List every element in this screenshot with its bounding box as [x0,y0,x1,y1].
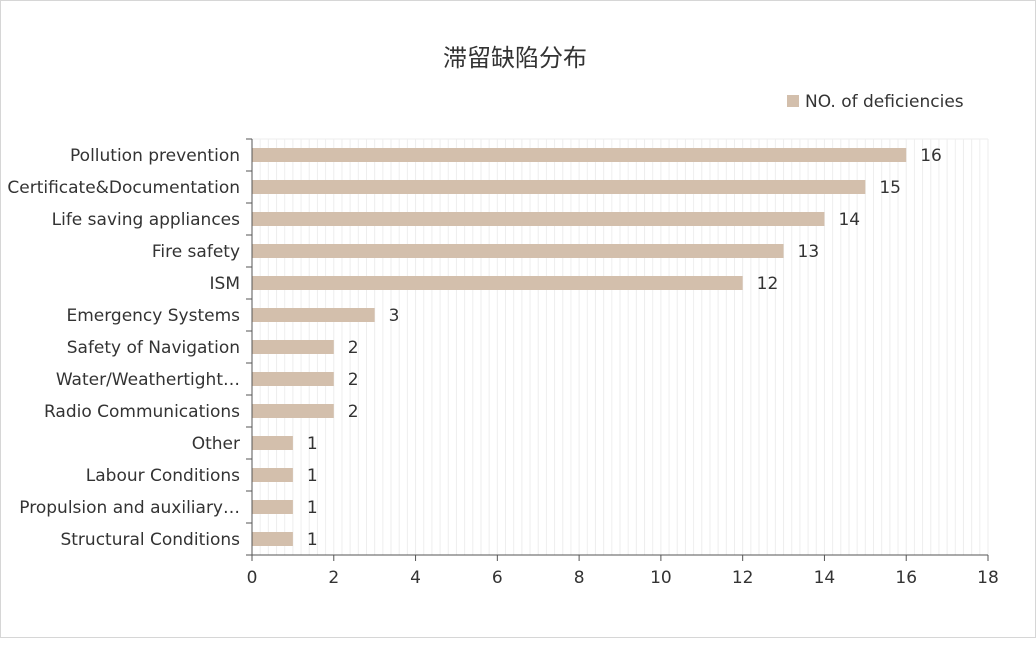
x-tick-label: 14 [814,568,836,588]
data-label: 1 [307,530,318,550]
category-label: Emergency Systems [66,306,240,326]
x-tick-label: 10 [650,568,672,588]
data-label: 16 [920,146,942,166]
category-label: Certificate&Documentation [7,178,240,198]
x-tick-label: 18 [977,568,999,588]
data-label: 1 [307,498,318,518]
legend-label: NO. of deficiencies [805,92,964,112]
data-label: 3 [389,306,400,326]
bar[interactable] [252,180,866,194]
category-label: Fire safety [152,242,240,262]
category-label: Labour Conditions [86,466,240,486]
category-label: Propulsion and auxiliary… [19,498,240,518]
legend-swatch [787,95,799,107]
category-label: Other [192,434,240,454]
bar[interactable] [252,436,293,450]
category-label: Safety of Navigation [67,338,240,358]
bar[interactable] [252,372,334,386]
bar[interactable] [252,340,334,354]
data-label: 15 [879,178,901,198]
data-label: 2 [348,338,359,358]
bar[interactable] [252,500,293,514]
x-tick-label: 12 [732,568,754,588]
bar[interactable] [252,404,334,418]
category-label: Structural Conditions [60,530,240,550]
bars: 16 15 14 13 12 3 2 2 2 1 1 1 1 [252,146,942,550]
data-label: 1 [307,434,318,454]
data-label: 2 [348,402,359,422]
x-tick-label: 8 [574,568,585,588]
bar[interactable] [252,532,293,546]
bar[interactable] [252,308,375,322]
data-label: 14 [838,210,860,230]
x-tick-label: 0 [247,568,258,588]
category-label: Water/Weathertight… [56,370,240,390]
bar[interactable] [252,468,293,482]
data-label: 1 [307,466,318,486]
x-tick-label: 2 [328,568,339,588]
data-label: 13 [798,242,820,262]
data-label: 2 [348,370,359,390]
legend[interactable]: NO. of deficiencies [787,92,964,112]
x-tick-label: 16 [895,568,917,588]
category-label: Pollution prevention [70,146,240,166]
category-label: Radio Communications [44,402,240,422]
x-tick-label: 4 [410,568,421,588]
bar[interactable] [252,244,784,258]
grid-lines [251,138,989,555]
bar[interactable] [252,212,825,226]
bar[interactable] [252,148,907,162]
bar[interactable] [252,276,743,290]
axes: Pollution prevention Certificate&Document… [7,138,999,588]
chart-title: 滞留缺陷分布 [443,44,587,72]
category-label: Life saving appliances [52,210,241,230]
x-tick-label: 6 [492,568,503,588]
category-label: ISM [210,274,240,294]
data-label: 12 [757,274,779,294]
